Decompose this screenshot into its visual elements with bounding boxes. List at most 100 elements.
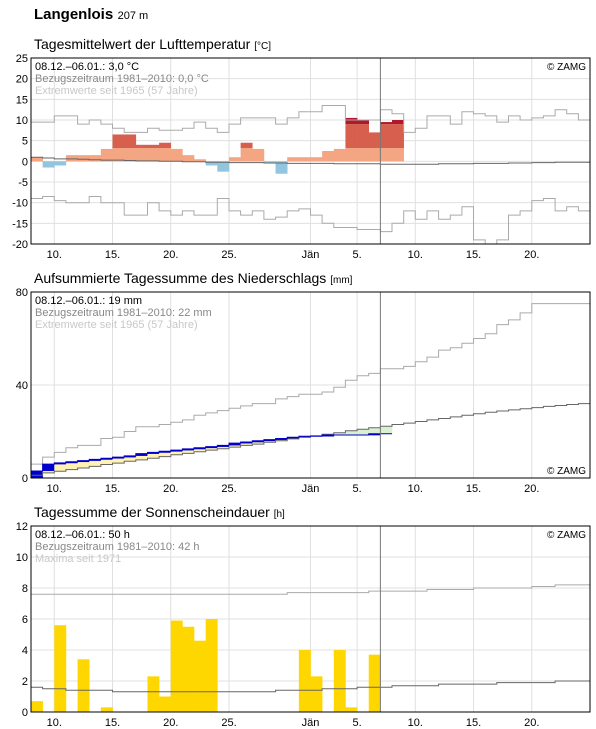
precip-deviation-fill (147, 452, 160, 459)
temp-ytick-label: 15 (16, 94, 28, 106)
chart-temperature-svg: -20 -15 -10 -5 0 5 10 15 20 25 10. 15. 20. 25. Jän 5. 10… (12, 53, 591, 261)
chart-precipitation-svg: 0 40 80 10. 15. 20. 25. Jän 5. 10. 15. 20. 08.12.–06… (16, 287, 591, 495)
temp-xtick-label: 15. (105, 249, 120, 261)
temp-bar-warm (112, 148, 125, 162)
temp-bar-cold (54, 161, 67, 166)
precip-daily-bar (194, 447, 206, 450)
temp-bar-warmer (124, 134, 137, 149)
sun-ytick-label: 4 (22, 645, 28, 657)
precip-xtick-label: 15. (466, 483, 481, 495)
sun-bar (77, 659, 90, 712)
temp-info-1: 08.12.–06.01.: 3,0 °C (35, 61, 139, 73)
temp-ytick-label: 20 (16, 74, 28, 86)
precip-daily-bar (65, 461, 78, 464)
temp-bar-cold (275, 161, 288, 174)
precip-sum-line (31, 433, 392, 472)
precip-daily-bar (100, 458, 113, 460)
temp-bar-warmer (392, 124, 404, 149)
temp-bar-warm (135, 148, 148, 162)
temp-bar-warm (182, 155, 195, 162)
chart-sunshine-title-text: Tagessumme der Sonnenscheindauer (34, 504, 270, 520)
station-elevation: 207 m (117, 10, 149, 22)
temp-bar-warm (252, 148, 265, 162)
temp-ref-line (31, 156, 590, 165)
temp-bar-warm (392, 148, 404, 162)
temp-bar-warmer (368, 132, 381, 149)
chart-temperature-unit: °C (257, 41, 269, 52)
precip-daily-bar (252, 440, 265, 443)
chart-temperature-title-text: Tagesmittelwert der Lufttemperatur (34, 36, 251, 52)
sun-bar (170, 620, 183, 712)
chart-precipitation-unit: mm (332, 275, 350, 286)
sun-xtick-label: 20. (163, 717, 178, 729)
precip-deviation-fill (357, 429, 370, 435)
temp-bar-warm (31, 157, 43, 162)
precip-plot-frame (30, 291, 591, 479)
precip-daily-bar (77, 460, 90, 463)
precip-xtick-label: 15. (105, 483, 120, 495)
sun-ytick-label: 8 (22, 583, 28, 595)
precip-daily-bar (275, 438, 288, 440)
station-name: Langenlois (34, 6, 114, 23)
temp-bar-warmer (345, 124, 358, 149)
precip-daily-bar (217, 445, 230, 447)
temp-bar-warm (240, 148, 253, 162)
sun-xtick-label: 25. (221, 717, 236, 729)
precip-ytick-label: 40 (16, 380, 28, 392)
precip-deviation-fill (112, 457, 125, 464)
precip-deviation-fill (252, 440, 265, 445)
sun-info-3: Maxima seit 1971 (35, 553, 121, 565)
temp-bar-warm (333, 148, 346, 162)
precip-deviation-fill (345, 430, 358, 435)
precip-daily-bar (147, 452, 160, 454)
chart-precipitation-title: Aufsummierte Tagessumme des Niederschlag… (34, 270, 353, 286)
sun-ytick-label: 6 (22, 614, 28, 626)
temp-bar-warm (322, 151, 335, 162)
temp-bar-warmest (380, 122, 393, 125)
precip-info-1: 08.12.–06.01.: 19 mm (35, 295, 142, 307)
temp-bar-warm (298, 157, 311, 162)
precip-deviation-fill (217, 445, 230, 449)
temp-max-line (31, 105, 590, 133)
temp-copyright: © ZAMG (547, 62, 586, 73)
sun-max-line (31, 584, 590, 595)
sun-bar (205, 619, 218, 712)
temp-bar-warmest (345, 117, 358, 125)
chart-sunshine-svg: 0 2 4 6 8 10 12 10. 15. 20. 25. Jän 5. 10. 15. 20. 08.12… (16, 521, 591, 729)
precip-deviation-fill (77, 460, 90, 469)
chart-temperature: Tagesmittelwert der Lufttemperatur [°C] … (0, 34, 596, 266)
temp-bar-warm (65, 155, 78, 162)
precip-ytick-label: 0 (22, 473, 28, 485)
temp-ytick-label: -15 (12, 218, 28, 230)
temp-info-2: Bezugszeitraum 1981–2010: 0,0 °C (35, 73, 209, 85)
precip-deviation-fill (135, 453, 148, 460)
temp-ytick-label: 25 (16, 53, 28, 65)
chart-sunshine-unit: h (276, 509, 283, 520)
precip-daily-bar (42, 464, 55, 472)
temp-bar-warmer (240, 142, 253, 149)
sun-info-2: Bezugszeitraum 1981–2010: 42 h (35, 541, 200, 553)
precip-deviation-fill (65, 461, 78, 470)
precip-daily-bar (31, 471, 43, 478)
temp-bar-warm (89, 155, 102, 162)
sun-bar (31, 701, 43, 712)
temp-bar-warm (77, 155, 90, 162)
precip-daily-bar (368, 433, 381, 436)
sun-xtick-label: 10. (408, 717, 423, 729)
sun-xtick-label: 15. (466, 717, 481, 729)
temp-plot-frame (30, 57, 591, 245)
temp-bar-warm (380, 148, 393, 162)
sun-bar (147, 676, 160, 712)
sun-ytick-label: 2 (22, 676, 28, 688)
header: Langenlois 207 m (34, 6, 148, 24)
temp-bar-warm (159, 148, 172, 162)
precip-deviation-fill (240, 441, 253, 446)
precip-daily-bar (124, 455, 137, 458)
temp-bar-warmest (392, 120, 404, 125)
chart-precipitation: Aufsummierte Tagessumme des Niederschlag… (0, 268, 596, 498)
sun-copyright: © ZAMG (547, 530, 586, 541)
sun-plot-frame (30, 525, 591, 713)
sun-bar (182, 626, 195, 712)
sun-bar (159, 696, 172, 712)
sun-bar (368, 654, 381, 712)
